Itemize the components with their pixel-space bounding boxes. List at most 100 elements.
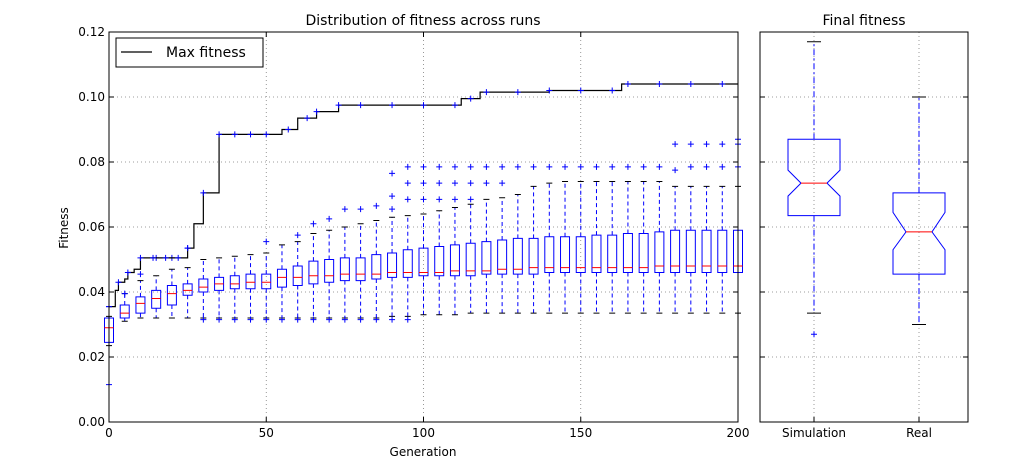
box-gen-155	[591, 163, 602, 314]
box-iqr	[151, 289, 162, 309]
box-iqr	[701, 229, 712, 273]
box-gen-140	[544, 163, 555, 314]
y-axis-label: Fitness	[57, 207, 71, 249]
left-ticks: 0.00 0.02 0.04 0.06 0.08 0.10 0.12 0 50 100 150 200	[78, 25, 749, 440]
box-iqr	[261, 273, 272, 290]
left-x-tick-label: 0	[105, 426, 113, 440]
right-panel: Simulation Real Final fitness	[759, 13, 969, 440]
left-y-tick-label: 0.00	[78, 415, 105, 429]
left-y-tick-label: 0.08	[78, 155, 105, 169]
box-gen-55	[276, 244, 287, 323]
box-iqr	[119, 304, 130, 319]
box-iqr	[685, 229, 696, 273]
notched-box	[892, 192, 946, 275]
box-gen-190	[701, 141, 712, 314]
box-gen-175	[654, 163, 665, 314]
box-gen-40	[229, 255, 240, 323]
left-x-tick-label: 50	[259, 426, 274, 440]
legend: Max fitness	[115, 37, 264, 68]
box-iqr	[308, 260, 319, 285]
box-iqr	[355, 257, 366, 282]
box-iqr	[481, 241, 492, 275]
box-gen-105	[434, 163, 445, 316]
box-gen-35	[214, 257, 225, 323]
box-iqr	[591, 234, 602, 273]
left-panel-title: Distribution of fitness across runs	[305, 13, 540, 29]
box-gen-60	[292, 232, 303, 323]
box-iqr	[135, 296, 146, 314]
left-x-tick-label: 150	[569, 426, 592, 440]
box-iqr	[654, 231, 665, 273]
left-max-line	[106, 81, 738, 310]
box-iqr	[607, 234, 618, 273]
box-iqr	[717, 229, 728, 273]
box-iqr	[182, 283, 193, 296]
box-gen-130	[512, 163, 523, 314]
box-gen-90	[387, 170, 398, 323]
box-gen-160	[607, 163, 618, 314]
box-iqr	[245, 273, 256, 290]
right-x-tick-label: Real	[906, 426, 932, 440]
left-x-tick-label: 100	[412, 426, 435, 440]
box-iqr	[512, 237, 523, 275]
box-iqr	[387, 252, 398, 278]
box-iqr	[166, 285, 177, 306]
left-y-tick-label: 0.10	[78, 90, 105, 104]
x-axis-label: Generation	[390, 445, 457, 459]
box-iqr	[560, 236, 571, 273]
box-gen-145	[560, 163, 571, 314]
box-iqr	[670, 229, 681, 273]
box-gen-150	[575, 163, 586, 314]
box-iqr	[638, 233, 649, 273]
box-gen-195	[717, 141, 728, 314]
box-gen-180	[670, 141, 681, 314]
box-iqr	[324, 259, 335, 283]
box-iqr	[434, 246, 445, 277]
box-iqr	[575, 236, 586, 273]
box-iqr	[449, 244, 460, 277]
box-gen-50	[261, 238, 272, 323]
box-gen-80	[355, 206, 366, 323]
box-gen-85	[371, 202, 382, 323]
final-box-simulation	[787, 41, 841, 338]
box-gen-75	[339, 206, 350, 323]
right-panel-title: Final fitness	[822, 13, 905, 29]
box-gen-70	[324, 215, 335, 323]
box-iqr	[497, 239, 508, 275]
right-x-tick-label: Simulation	[782, 426, 846, 440]
box-gen-45	[245, 254, 256, 323]
box-gen-10	[135, 271, 146, 319]
box-gen-100	[418, 163, 429, 316]
box-iqr	[229, 275, 240, 290]
final-box-real	[892, 96, 946, 325]
right-ticks: Simulation Real	[760, 31, 968, 440]
box-gen-185	[685, 141, 696, 314]
box-iqr	[276, 268, 287, 288]
box-iqr	[198, 278, 209, 293]
box-gen-125	[497, 163, 508, 314]
box-gen-95	[402, 163, 413, 323]
box-gen-30	[198, 259, 209, 323]
legend-label: Max fitness	[166, 45, 246, 61]
box-gen-135	[528, 163, 539, 314]
box-iqr	[292, 265, 303, 286]
box-gen-120	[481, 163, 492, 314]
left-y-tick-label: 0.12	[78, 25, 105, 39]
box-iqr	[465, 242, 476, 277]
left-y-tick-label: 0.04	[78, 285, 105, 299]
box-iqr	[418, 247, 429, 277]
left-x-tick-label: 200	[727, 426, 750, 440]
box-iqr	[622, 233, 633, 273]
box-gen-15	[151, 254, 162, 319]
box-gen-5	[119, 290, 130, 322]
left-y-tick-label: 0.06	[78, 220, 105, 234]
box-gen-165	[622, 163, 633, 314]
box-iqr	[371, 254, 382, 280]
box-iqr	[339, 257, 350, 282]
max-fitness-line	[109, 83, 738, 308]
left-boxes	[104, 136, 743, 388]
left-panel: 0.00 0.02 0.04 0.06 0.08 0.10 0.12 0 50 100 150 200…	[57, 13, 749, 459]
box-gen-170	[638, 163, 649, 314]
box-gen-110	[449, 163, 460, 316]
box-iqr	[528, 237, 539, 275]
